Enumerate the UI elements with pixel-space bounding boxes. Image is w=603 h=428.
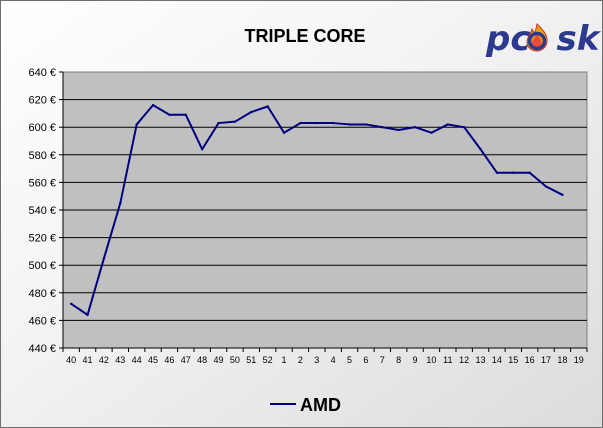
- data-point: [381, 126, 384, 129]
- y-tick-label: 500 €: [28, 260, 56, 272]
- x-tick-label: 44: [132, 355, 142, 365]
- x-tick-label: 49: [214, 355, 224, 365]
- y-tick-label: 600 €: [28, 122, 56, 134]
- data-point: [544, 185, 548, 188]
- x-tick-label: 9: [413, 355, 418, 365]
- data-point: [102, 257, 106, 260]
- chart-title: TRIPLE CORE: [244, 26, 365, 46]
- y-tick-label: 580 €: [28, 150, 56, 162]
- x-tick-label: 13: [476, 355, 486, 365]
- data-point: [413, 126, 417, 129]
- x-tick-label: 14: [492, 355, 502, 365]
- data-point: [266, 105, 269, 108]
- legend: AMD: [270, 395, 341, 415]
- x-tick-label: 5: [347, 355, 352, 365]
- y-tick-label: 480 €: [28, 288, 56, 300]
- x-tick-label: 10: [426, 355, 436, 365]
- data-point: [250, 110, 253, 114]
- data-point: [561, 193, 564, 197]
- x-tick-label: 12: [459, 355, 469, 365]
- x-tick-label: 6: [363, 355, 368, 365]
- data-point: [462, 126, 466, 129]
- y-tick-label: 620 €: [28, 95, 56, 107]
- x-tick-label: 15: [508, 355, 518, 365]
- data-point: [233, 120, 237, 123]
- x-tick-label: 41: [83, 355, 93, 365]
- data-point: [217, 121, 220, 125]
- x-tick-label: 51: [246, 355, 256, 365]
- y-tick-label: 460 €: [28, 315, 56, 327]
- data-point: [282, 131, 286, 134]
- data-point: [299, 121, 302, 125]
- data-point: [397, 128, 400, 132]
- x-tick-label: 16: [525, 355, 535, 365]
- data-point: [348, 123, 351, 126]
- data-point: [315, 121, 319, 125]
- y-axis: 440 € 460 € 480 € 500 € 520 € 540 € 560 € 580 €…: [28, 67, 64, 355]
- x-tick-label: 45: [148, 355, 158, 365]
- x-tick-label: 40: [66, 355, 76, 365]
- data-point: [512, 171, 515, 174]
- x-tick-label: 43: [115, 355, 125, 365]
- x-tick-label: 4: [331, 355, 336, 365]
- flame-o-icon: [526, 22, 548, 52]
- x-tick-label: 18: [557, 355, 567, 365]
- x-tick-label: 7: [380, 355, 385, 365]
- x-tick-label: 52: [263, 355, 273, 365]
- legend-label-amd: AMD: [300, 395, 341, 415]
- data-point: [364, 123, 368, 126]
- data-point: [135, 123, 138, 126]
- data-point: [86, 313, 89, 317]
- x-tick-label: 46: [164, 355, 174, 365]
- logo-text-post: sk: [557, 19, 602, 59]
- x-tick-label: 42: [99, 355, 109, 365]
- data-point: [168, 113, 171, 116]
- x-tick-label: 2: [298, 355, 303, 365]
- logo-text-pre: pc: [485, 19, 531, 59]
- y-tick-label: 540 €: [28, 205, 56, 217]
- data-point: [446, 123, 450, 126]
- pcsk-logo: pc sk: [485, 19, 602, 59]
- x-tick-label: 19: [574, 355, 584, 365]
- x-tick-label: 3: [314, 355, 319, 365]
- y-tick-label: 440 €: [28, 343, 56, 355]
- series-layer: [69, 103, 564, 317]
- x-axis: 40 41 42 43 44 45 46 47 48 49 50 51 52 1 2 3 4 5 6 7 8 9 10 11 1…: [62, 347, 588, 365]
- data-point: [200, 148, 204, 151]
- data-point: [331, 121, 335, 125]
- x-tick-label: 8: [396, 355, 401, 365]
- x-tick-label: 1: [282, 355, 287, 365]
- data-point: [430, 131, 433, 134]
- data-point: [495, 171, 499, 174]
- x-tick-label: 50: [230, 355, 240, 365]
- x-tick-label: 47: [181, 355, 191, 365]
- y-tick-label: 560 €: [28, 177, 56, 189]
- data-point: [151, 103, 155, 107]
- plot-area: [62, 71, 588, 349]
- data-point: [528, 171, 531, 174]
- y-tick-label: 640 €: [28, 67, 56, 79]
- data-point: [184, 113, 188, 116]
- x-tick-label: 17: [541, 355, 551, 365]
- y-tick-label: 520 €: [28, 233, 56, 245]
- data-point: [479, 148, 482, 151]
- x-tick-label: 11: [443, 355, 452, 365]
- data-point: [69, 302, 73, 306]
- data-point: [119, 201, 122, 205]
- x-tick-label: 48: [197, 355, 207, 365]
